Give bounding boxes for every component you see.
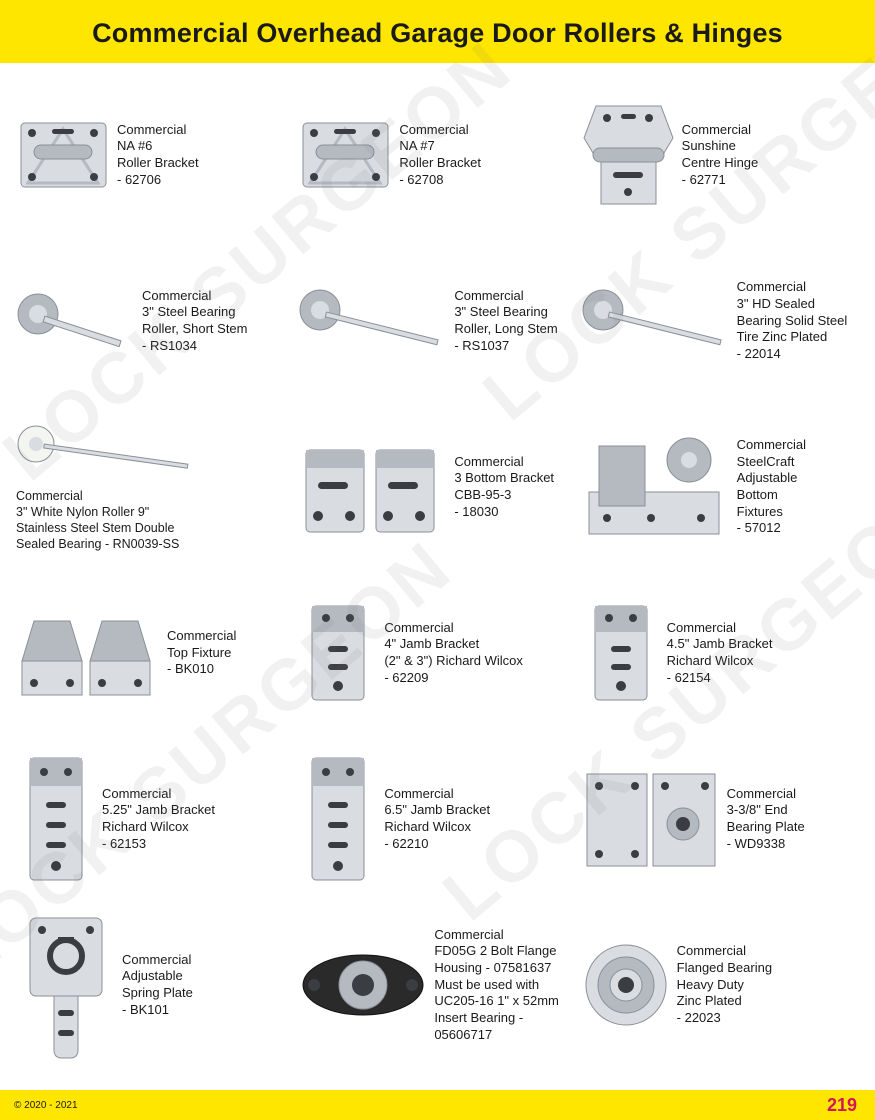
header-bar: Commercial Overhead Garage Door Rollers …	[0, 0, 875, 63]
product-description: Commercial SteelCraft Adjustable Bottom …	[737, 437, 806, 537]
product-cell: Commercial NA #7 Roller Bracket - 62708	[298, 75, 576, 235]
product-description: Commercial 3" White Nylon Roller 9" Stai…	[16, 488, 179, 552]
product-cell: Commercial 3 Bottom Bracket CBB-95-3 - 1…	[298, 407, 576, 567]
product-image-p2	[298, 115, 393, 195]
product-grid: Commercial NA #6 Roller Bracket - 62706 …	[0, 63, 875, 1065]
product-image-p8	[298, 432, 448, 542]
product-description: Commercial Sunshine Centre Hinge - 62771	[682, 122, 759, 189]
product-image-p14	[298, 752, 378, 887]
product-cell: Commercial Adjustable Spring Plate - BK1…	[16, 905, 294, 1065]
product-cell: Commercial Sunshine Centre Hinge - 62771	[581, 75, 859, 235]
product-cell: Commercial 3" Steel Bearing Roller, Long…	[298, 241, 576, 401]
product-cell: Commercial 3" Steel Bearing Roller, Shor…	[16, 241, 294, 401]
product-image-p18	[581, 940, 671, 1030]
product-image-p16	[16, 910, 116, 1060]
product-image-p13	[16, 752, 96, 887]
product-description: Commercial FD05G 2 Bolt Flange Housing -…	[434, 927, 576, 1043]
product-cell: Commercial 3-3/8" End Bearing Plate - WD…	[581, 739, 859, 899]
product-cell: Commercial 3" White Nylon Roller 9" Stai…	[16, 407, 294, 567]
product-cell: Commercial 6.5" Jamb Bracket Richard Wil…	[298, 739, 576, 899]
product-image-p17	[298, 945, 428, 1025]
product-description: Commercial 3" Steel Bearing Roller, Shor…	[142, 288, 248, 355]
product-image-p3	[581, 100, 676, 210]
page-number: 219	[827, 1095, 857, 1116]
product-description: Commercial 4.5" Jamb Bracket Richard Wil…	[667, 620, 773, 687]
product-image-p11	[298, 598, 378, 708]
product-cell: Commercial SteelCraft Adjustable Bottom …	[581, 407, 859, 567]
product-cell: Commercial 4.5" Jamb Bracket Richard Wil…	[581, 573, 859, 733]
product-description: Commercial Flanged Bearing Heavy Duty Zi…	[677, 943, 772, 1026]
product-description: Commercial Top Fixture - BK010	[167, 628, 236, 678]
product-description: Commercial 3-3/8" End Bearing Plate - WD…	[727, 786, 805, 853]
product-image-p12	[581, 598, 661, 708]
product-image-p7	[16, 422, 196, 482]
product-cell: Commercial 5.25" Jamb Bracket Richard Wi…	[16, 739, 294, 899]
product-cell: Commercial 3" HD Sealed Bearing Solid St…	[581, 241, 859, 401]
product-image-p5	[298, 286, 448, 356]
product-description: Commercial 4" Jamb Bracket (2" & 3") Ric…	[384, 620, 523, 687]
page-title: Commercial Overhead Garage Door Rollers …	[20, 18, 855, 49]
copyright-text: © 2020 - 2021	[14, 1100, 78, 1111]
product-image-p6	[581, 286, 731, 356]
product-description: Commercial Adjustable Spring Plate - BK1…	[122, 952, 193, 1019]
product-description: Commercial NA #6 Roller Bracket - 62706	[117, 122, 199, 189]
product-cell: Commercial Top Fixture - BK010	[16, 573, 294, 733]
product-description: Commercial 3 Bottom Bracket CBB-95-3 - 1…	[454, 454, 554, 521]
product-cell: Commercial 4" Jamb Bracket (2" & 3") Ric…	[298, 573, 576, 733]
product-image-p15	[581, 764, 721, 874]
product-description: Commercial 6.5" Jamb Bracket Richard Wil…	[384, 786, 490, 853]
product-description: Commercial NA #7 Roller Bracket - 62708	[399, 122, 481, 189]
product-cell: Commercial NA #6 Roller Bracket - 62706	[16, 75, 294, 235]
product-image-p9	[581, 432, 731, 542]
product-image-p4	[16, 286, 136, 356]
product-description: Commercial 3" HD Sealed Bearing Solid St…	[737, 279, 848, 362]
product-cell: Commercial Flanged Bearing Heavy Duty Zi…	[581, 905, 859, 1065]
product-image-p1	[16, 115, 111, 195]
product-cell: Commercial FD05G 2 Bolt Flange Housing -…	[298, 905, 576, 1065]
product-image-p10	[16, 603, 161, 703]
product-description: Commercial 3" Steel Bearing Roller, Long…	[454, 288, 557, 355]
product-description: Commercial 5.25" Jamb Bracket Richard Wi…	[102, 786, 215, 853]
footer-bar: © 2020 - 2021 219	[0, 1090, 875, 1120]
